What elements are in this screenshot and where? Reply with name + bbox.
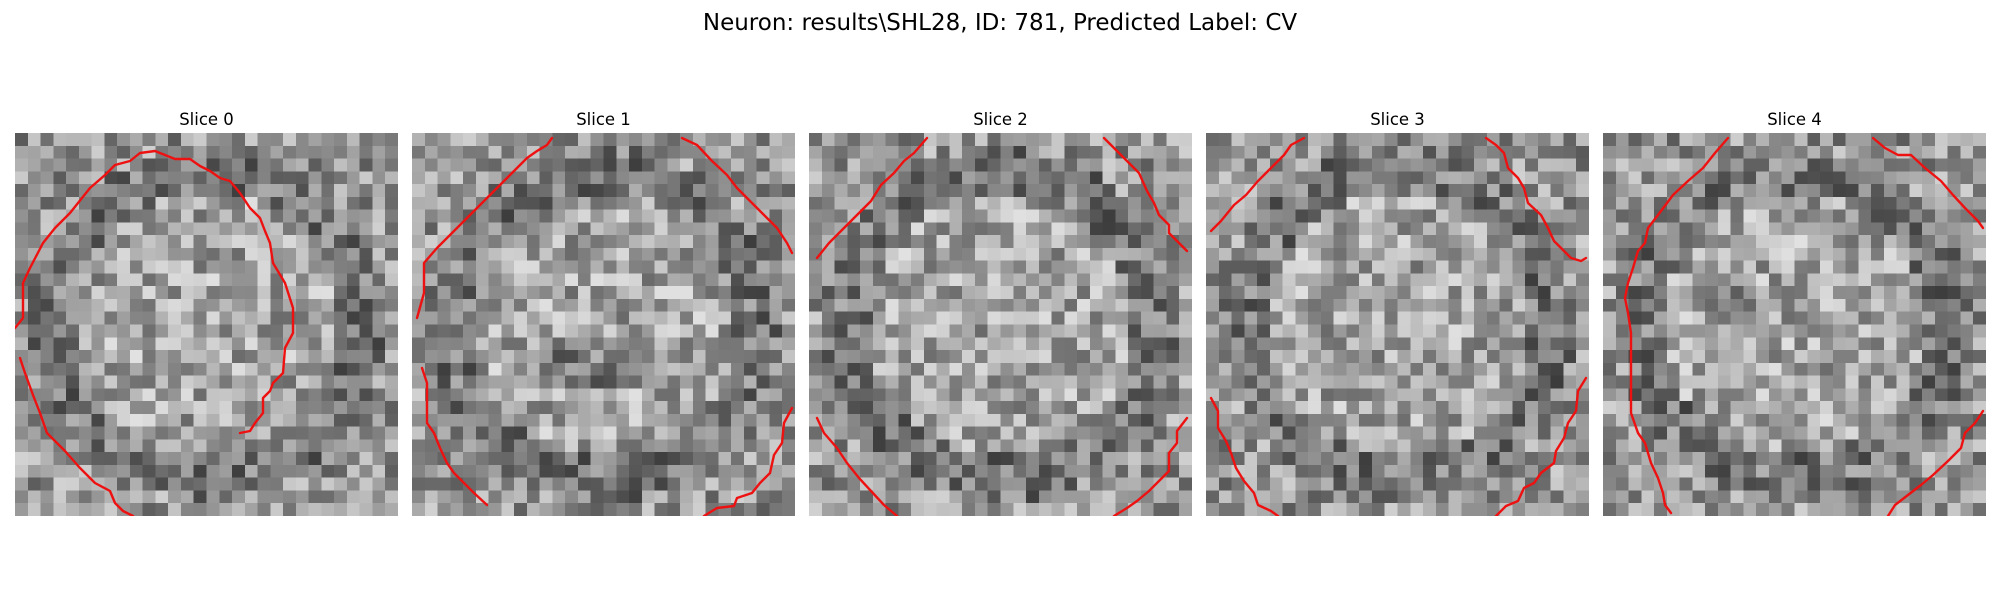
slice-title: Slice 3 [1370,110,1425,129]
figure-title: Neuron: results\SHL28, ID: 781, Predicte… [702,10,1298,36]
grayscale-pixel-grid [809,133,1192,516]
grayscale-pixel-grid [1206,133,1589,516]
slice-title: Slice 0 [179,110,234,129]
grayscale-pixel-grid [15,133,398,516]
slice-panel-3: Slice 3 [1206,107,1589,516]
slice-panel-4: Slice 4 [1603,107,1986,516]
slice-image [1603,133,1986,516]
slice-title: Slice 2 [973,110,1028,129]
slice-image [809,133,1192,516]
slice-title: Slice 4 [1767,110,1822,129]
grayscale-pixel-grid [412,133,795,516]
slice-panel-1: Slice 1 [412,107,795,516]
slice-image [15,133,398,516]
slice-title: Slice 1 [576,110,631,129]
slice-image [1206,133,1589,516]
slice-panel-2: Slice 2 [809,107,1192,516]
slice-panel-0: Slice 0 [15,107,398,516]
slice-image [412,133,795,516]
grayscale-pixel-grid [1603,133,1986,516]
